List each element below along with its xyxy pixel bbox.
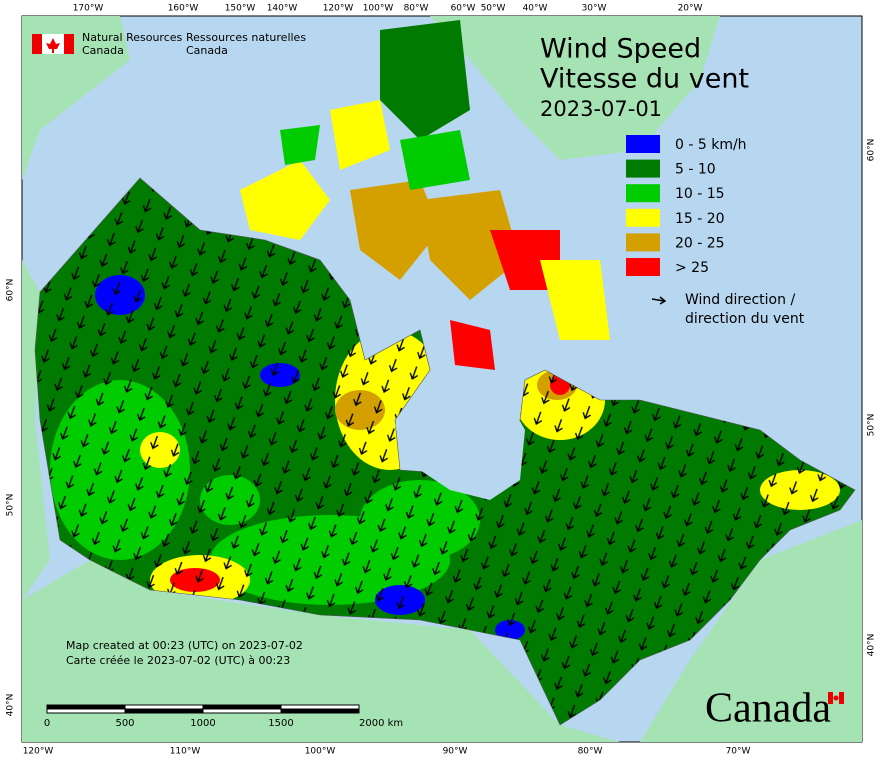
scale-label: 1500 (268, 718, 293, 729)
legend-swatch (626, 184, 660, 203)
legend-swatch (626, 208, 660, 227)
note: Carte créée le 2023-07-02 (UTC) à 00:23 (66, 654, 290, 667)
legend-label: 0 - 5 km/h (675, 137, 747, 153)
scale-label: 2000 km (359, 718, 403, 729)
flag (32, 34, 74, 54)
scale-labels: 0 500 1000 1500 2000 km (44, 718, 403, 729)
title: Wind Speed (540, 34, 701, 65)
legend-label: 10 - 15 (675, 186, 725, 202)
longitude-label: 160°W (168, 4, 199, 14)
longitude-label: 100°W (305, 747, 336, 757)
longitude-label: 20°W (678, 4, 703, 14)
longitude-label: 110°W (170, 747, 201, 757)
latitude-label: 50°N (6, 494, 16, 517)
arrow-legend: direction du vent (685, 311, 805, 327)
longitude-label: 170°W (73, 4, 104, 14)
scale-label: 500 (115, 718, 134, 729)
scale-label: 0 (44, 718, 50, 729)
longitude-label: 120°W (323, 4, 354, 14)
legend-swatch (626, 135, 660, 153)
longitude-label: 100°W (363, 4, 394, 14)
latitude-label: 40°N (6, 694, 16, 717)
agency-en: Canada (82, 44, 124, 57)
longitude-label: 80°W (404, 4, 429, 14)
longitude-label: 120°W (23, 747, 54, 757)
legend-swatch (626, 159, 660, 178)
legend-label: 15 - 20 (675, 211, 725, 227)
legend-label: > 25 (675, 260, 709, 276)
agency-en: Natural Resources (82, 31, 183, 44)
scale-label: 1000 (190, 718, 215, 729)
latitude-label: 60°N (867, 139, 877, 162)
longitude-label: 30°W (582, 4, 607, 14)
note: Map created at 00:23 (UTC) on 2023-07-02 (66, 639, 303, 652)
agency-fr: Ressources naturelles (186, 31, 306, 44)
longitude-label: 40°W (523, 4, 548, 14)
longitude-label: 60°W (451, 4, 476, 14)
date: 2023-07-01 (540, 97, 662, 121)
longitude-label: 150°W (225, 4, 256, 14)
legend-label: 20 - 25 (675, 235, 725, 251)
latitude-label: 50°N (867, 414, 877, 437)
longitude-label: 50°W (481, 4, 506, 14)
hudson-bay (395, 380, 525, 500)
title-fr: Vitesse du vent (540, 64, 749, 95)
graticule-labels: 170°W 160°W 150°W 140°W 120°W 100°W 80°W 60°W 50… (6, 4, 877, 757)
legend-swatch (626, 258, 660, 276)
latitude-label: 40°N (867, 634, 877, 657)
wordmark-flag (828, 692, 844, 704)
longitude-label: 70°W (726, 747, 751, 757)
agency-fr: Canada (186, 44, 228, 57)
legend-swatch (626, 233, 660, 252)
arrow-legend: Wind direction / (685, 292, 795, 308)
legend-label: 5 - 10 (675, 162, 716, 178)
latitude-label: 60°N (6, 279, 16, 302)
longitude-label: 90°W (443, 747, 468, 757)
scale-bar (46, 704, 360, 714)
longitude-label: 140°W (267, 4, 298, 14)
wordmark: Canada (705, 686, 831, 732)
legend: 0 - 5 km/h 5 - 10 10 - 15 15 - 20 20 - 25 > 2… (626, 135, 747, 276)
arctic-islands (240, 20, 610, 370)
foreign-land (22, 16, 862, 742)
longitude-label: 80°W (578, 747, 603, 757)
